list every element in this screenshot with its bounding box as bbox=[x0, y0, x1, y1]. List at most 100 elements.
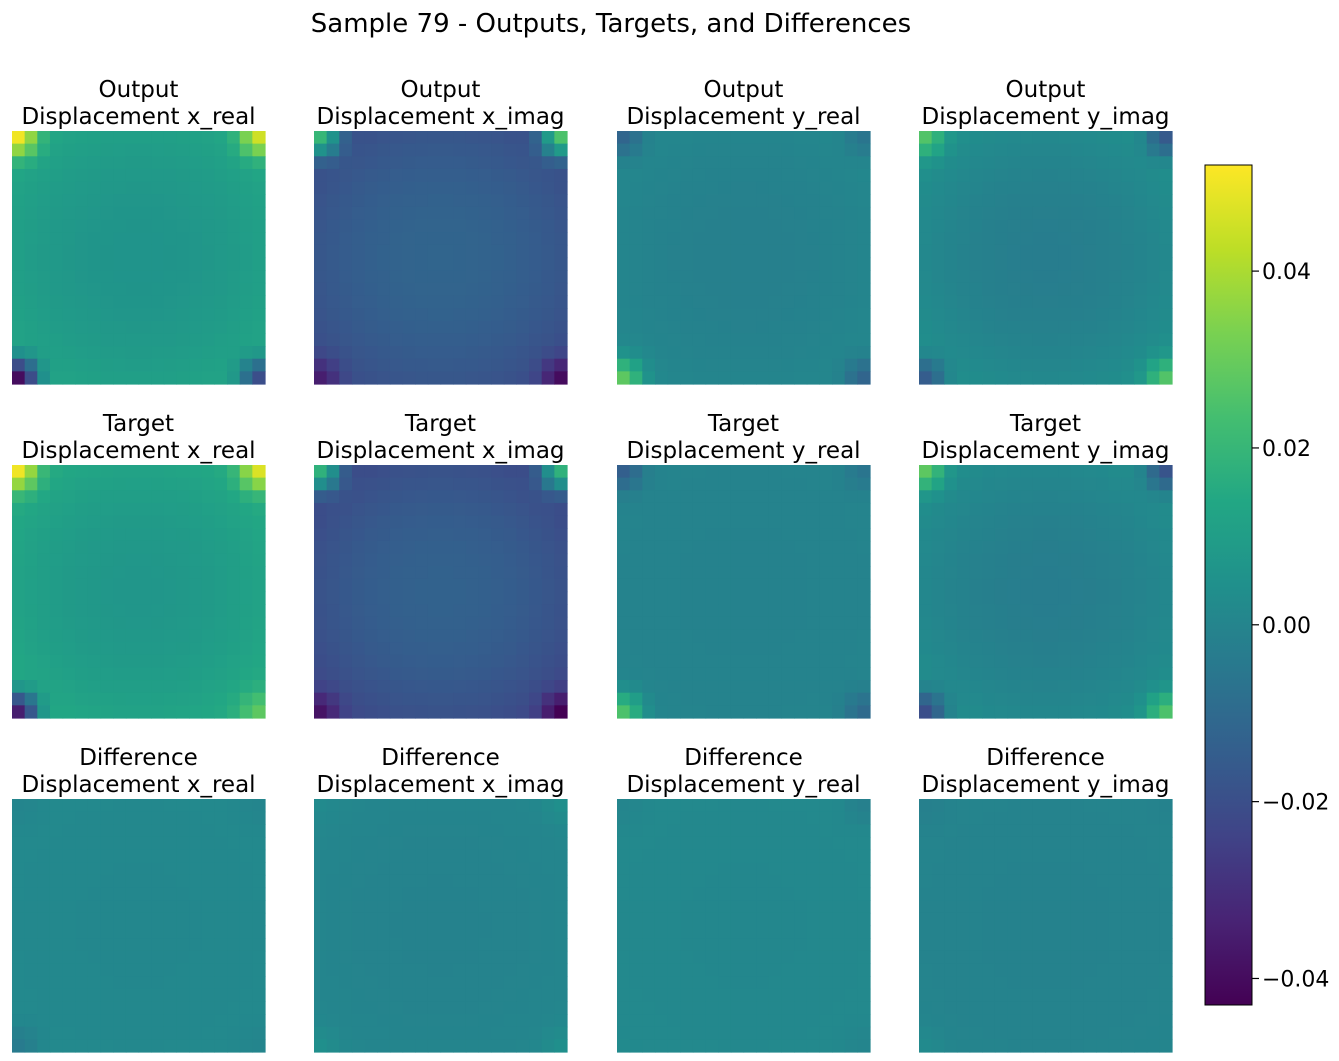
heatmap-cell bbox=[857, 950, 871, 965]
heatmap-cell bbox=[351, 358, 366, 372]
heatmap-cell bbox=[832, 976, 846, 990]
heatmap-cell bbox=[214, 194, 228, 208]
heatmap-cell bbox=[189, 131, 203, 145]
heatmap-cell bbox=[465, 358, 480, 372]
heatmap-cell bbox=[24, 219, 38, 233]
heatmap-cell bbox=[1096, 566, 1110, 580]
heatmap-cell bbox=[503, 282, 517, 297]
heatmap-cell bbox=[491, 616, 505, 631]
heatmap-cell bbox=[339, 371, 353, 385]
heatmap-cell bbox=[326, 358, 340, 372]
heatmap-cell bbox=[756, 988, 770, 1002]
heatmap-cell bbox=[62, 591, 76, 605]
heatmap-cell bbox=[1007, 219, 1021, 233]
panel-title-row: Difference bbox=[79, 745, 198, 771]
heatmap-cell bbox=[667, 680, 681, 694]
heatmap-cell bbox=[718, 295, 732, 309]
heatmap-cell bbox=[844, 502, 858, 517]
heatmap-cell bbox=[1007, 181, 1021, 195]
heatmap-cell bbox=[351, 667, 366, 681]
heatmap-cell bbox=[402, 295, 416, 309]
heatmap-cell bbox=[125, 604, 140, 618]
heatmap-cell bbox=[163, 616, 178, 631]
heatmap-cell bbox=[176, 270, 190, 284]
heatmap-cell bbox=[125, 1014, 140, 1028]
heatmap-cell bbox=[377, 156, 391, 170]
heatmap-cell bbox=[1146, 1001, 1160, 1015]
heatmap-cell bbox=[1083, 131, 1097, 145]
heatmap-cell bbox=[75, 528, 89, 542]
heatmap-cell bbox=[617, 232, 631, 246]
heatmap-cell bbox=[189, 232, 203, 246]
heatmap-cell bbox=[252, 244, 266, 259]
heatmap-cell bbox=[541, 654, 555, 668]
heatmap-cell bbox=[138, 938, 152, 952]
heatmap-cell bbox=[642, 862, 656, 876]
heatmap-cell bbox=[730, 912, 745, 927]
heatmap-cell bbox=[1007, 540, 1021, 555]
heatmap-cell bbox=[151, 642, 165, 656]
heatmap-cell bbox=[794, 465, 808, 479]
heatmap-cell bbox=[768, 295, 783, 309]
heatmap-cell bbox=[667, 333, 681, 347]
heatmap-cell bbox=[718, 477, 732, 491]
heatmap-cell bbox=[176, 604, 190, 618]
heatmap-cell bbox=[214, 270, 228, 284]
heatmap-cell bbox=[125, 680, 140, 694]
heatmap-cell bbox=[176, 566, 190, 580]
heatmap-cell bbox=[1121, 502, 1135, 517]
heatmap-cell bbox=[478, 862, 492, 876]
heatmap-cell bbox=[402, 963, 416, 977]
heatmap-cell bbox=[1134, 1039, 1148, 1053]
heatmap-cell bbox=[944, 836, 958, 851]
heatmap-cell bbox=[351, 219, 366, 233]
heatmap-cell bbox=[832, 1039, 846, 1053]
heatmap-cell bbox=[1070, 1026, 1085, 1040]
panel-title-field: Displacement y_imag bbox=[921, 438, 1169, 464]
heatmap-cell bbox=[339, 836, 353, 851]
heatmap-cell bbox=[189, 490, 203, 504]
heatmap-cell bbox=[37, 465, 51, 479]
heatmap-cell bbox=[351, 912, 366, 927]
heatmap-cell bbox=[402, 477, 416, 491]
heatmap-cell bbox=[75, 692, 89, 706]
heatmap-cell bbox=[351, 824, 366, 838]
heatmap-cell bbox=[692, 540, 707, 555]
heatmap-cell bbox=[794, 540, 808, 555]
heatmap-cell bbox=[781, 925, 795, 939]
heatmap-cell bbox=[1083, 963, 1097, 977]
heatmap-cell bbox=[491, 168, 505, 183]
heatmap-cell bbox=[189, 578, 203, 593]
heatmap-cell bbox=[617, 320, 631, 334]
heatmap-cell bbox=[339, 925, 353, 939]
heatmap-cell bbox=[37, 836, 51, 851]
heatmap-cell bbox=[832, 616, 846, 631]
heatmap-cell bbox=[113, 811, 127, 825]
heatmap-cell bbox=[554, 616, 568, 631]
heatmap-cell bbox=[252, 976, 266, 990]
heatmap-cell bbox=[326, 346, 340, 360]
heatmap-cell bbox=[491, 181, 505, 195]
heatmap-cell bbox=[919, 1001, 933, 1015]
heatmap-cell bbox=[125, 490, 140, 504]
heatmap-cell bbox=[252, 156, 266, 170]
heatmap-cell bbox=[326, 295, 340, 309]
heatmap-cell bbox=[857, 629, 871, 643]
heatmap-cell bbox=[944, 680, 958, 694]
heatmap-cell bbox=[516, 131, 530, 145]
heatmap-cell bbox=[415, 528, 429, 542]
heatmap-cell bbox=[440, 1001, 454, 1015]
heatmap-cell bbox=[554, 358, 568, 372]
heatmap-cell bbox=[453, 705, 467, 719]
heatmap-cell bbox=[1096, 181, 1110, 195]
heatmap-cell bbox=[919, 553, 933, 567]
heatmap-cell bbox=[75, 168, 89, 183]
heatmap-cell bbox=[529, 465, 543, 479]
heatmap-cell bbox=[252, 963, 266, 977]
heatmap-cell bbox=[402, 836, 416, 851]
heatmap-cell bbox=[62, 515, 76, 529]
heatmap-cell bbox=[516, 667, 530, 681]
heatmap-cell bbox=[944, 371, 958, 385]
heatmap-cell bbox=[692, 654, 707, 668]
heatmap-cell bbox=[503, 540, 517, 555]
